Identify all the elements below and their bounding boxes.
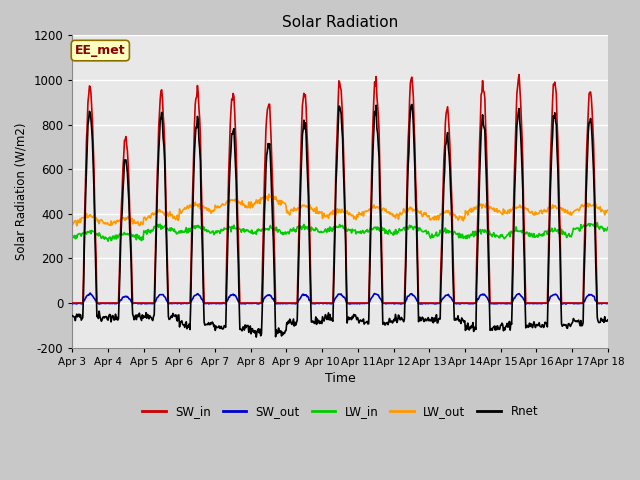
Rnet <box>406 120 413 126</box>
LW_in <box>188 227 196 232</box>
LW_out <box>422 210 430 216</box>
SW_out <box>188 296 196 302</box>
Rnet <box>422 317 430 323</box>
SW_out <box>68 301 76 307</box>
LW_in <box>421 228 429 234</box>
LW_out <box>79 215 86 221</box>
SW_out <box>78 300 86 306</box>
Rnet <box>133 312 141 318</box>
Line: LW_out: LW_out <box>72 194 608 226</box>
SW_out <box>406 292 413 298</box>
Line: Rnet: Rnet <box>72 105 608 337</box>
LW_in <box>78 231 86 237</box>
SW_in <box>216 300 223 306</box>
Rnet <box>188 262 195 267</box>
LW_in <box>406 222 413 228</box>
LW_in <box>134 233 141 239</box>
LW_in <box>604 225 612 230</box>
SW_in <box>78 300 86 306</box>
LW_out <box>134 219 141 225</box>
LW_in <box>217 229 225 235</box>
Rnet <box>68 313 76 319</box>
Rnet <box>216 325 223 331</box>
LW_out <box>188 203 196 208</box>
SW_out <box>604 300 612 306</box>
SW_out <box>86 290 94 296</box>
Line: SW_in: SW_in <box>72 74 608 303</box>
SW_in <box>188 239 195 245</box>
Rnet <box>408 102 416 108</box>
Text: EE_met: EE_met <box>75 44 125 57</box>
SW_in <box>68 300 76 306</box>
Line: LW_in: LW_in <box>72 223 608 241</box>
SW_in <box>515 72 523 77</box>
SW_out <box>562 301 570 307</box>
LW_out <box>604 207 612 213</box>
SW_in <box>420 300 428 306</box>
SW_out <box>217 300 225 306</box>
LW_out <box>68 219 76 225</box>
Rnet <box>252 334 260 340</box>
LW_out <box>73 223 81 228</box>
Rnet <box>78 316 86 322</box>
Legend: SW_in, SW_out, LW_in, LW_out, Rnet: SW_in, SW_out, LW_in, LW_out, Rnet <box>137 400 543 423</box>
LW_out <box>265 191 273 197</box>
LW_in <box>593 220 601 226</box>
Y-axis label: Solar Radiation (W/m2): Solar Radiation (W/m2) <box>15 123 28 260</box>
SW_out <box>134 301 141 307</box>
SW_in <box>604 300 612 306</box>
SW_out <box>421 301 429 307</box>
LW_in <box>68 233 76 239</box>
Rnet <box>604 317 612 323</box>
LW_in <box>104 239 112 244</box>
X-axis label: Time: Time <box>324 372 355 385</box>
SW_in <box>133 300 141 306</box>
LW_out <box>217 204 225 209</box>
Line: SW_out: SW_out <box>72 293 608 304</box>
LW_out <box>406 204 414 210</box>
SW_in <box>405 122 413 128</box>
Title: Solar Radiation: Solar Radiation <box>282 15 398 30</box>
